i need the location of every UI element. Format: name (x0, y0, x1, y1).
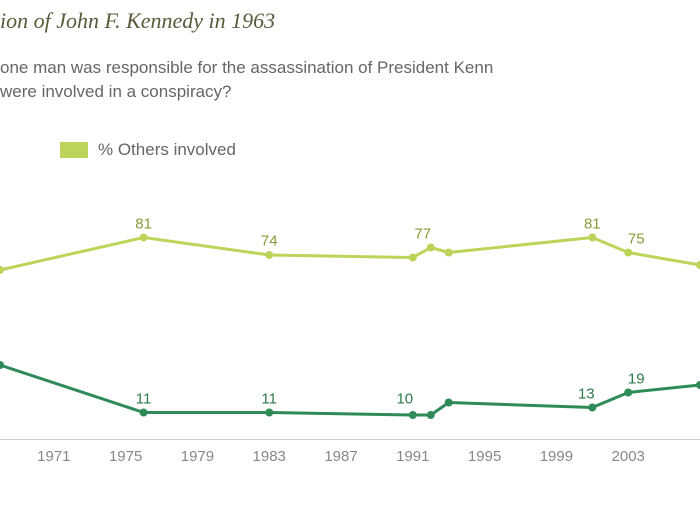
legend-label-others: % Others involved (98, 140, 236, 160)
chart-subtitle-line1: one man was responsible for the assassin… (0, 58, 493, 78)
x-tick-label: 1995 (468, 448, 501, 465)
x-tick-label: 1999 (540, 448, 573, 465)
x-tick-label: 1971 (37, 448, 70, 465)
data-point-label: 10 (396, 391, 413, 408)
data-point-label: 11 (261, 390, 277, 407)
x-tick-label: 1983 (253, 448, 286, 465)
x-tick-label: 1979 (181, 448, 214, 465)
chart-subtitle-line2: were involved in a conspiracy? (0, 82, 232, 102)
data-point-label: 81 (584, 215, 601, 232)
x-tick-label: 1975 (109, 448, 142, 465)
data-point-label: 19 (628, 370, 645, 387)
legend-swatch-others (60, 142, 88, 158)
x-tick-label: 1991 (396, 448, 429, 465)
x-tick-label: 2003 (612, 448, 645, 465)
chart-title: ion of John F. Kennedy in 1963 (0, 8, 275, 34)
data-point-label: 75 (628, 230, 645, 247)
x-tick-label: 1987 (324, 448, 357, 465)
chart-plot-area: 197119751979198319871991199519992003 817… (0, 190, 700, 470)
data-point-label: 13 (578, 385, 595, 402)
data-point-label: 77 (414, 225, 431, 242)
data-point-label: 11 (136, 390, 152, 407)
chart-container: ion of John F. Kennedy in 1963 one man w… (0, 0, 700, 525)
legend-others: % Others involved (60, 140, 236, 160)
x-axis-line (0, 439, 700, 440)
data-point-label: 81 (135, 215, 152, 232)
data-point-label: 74 (261, 233, 278, 250)
